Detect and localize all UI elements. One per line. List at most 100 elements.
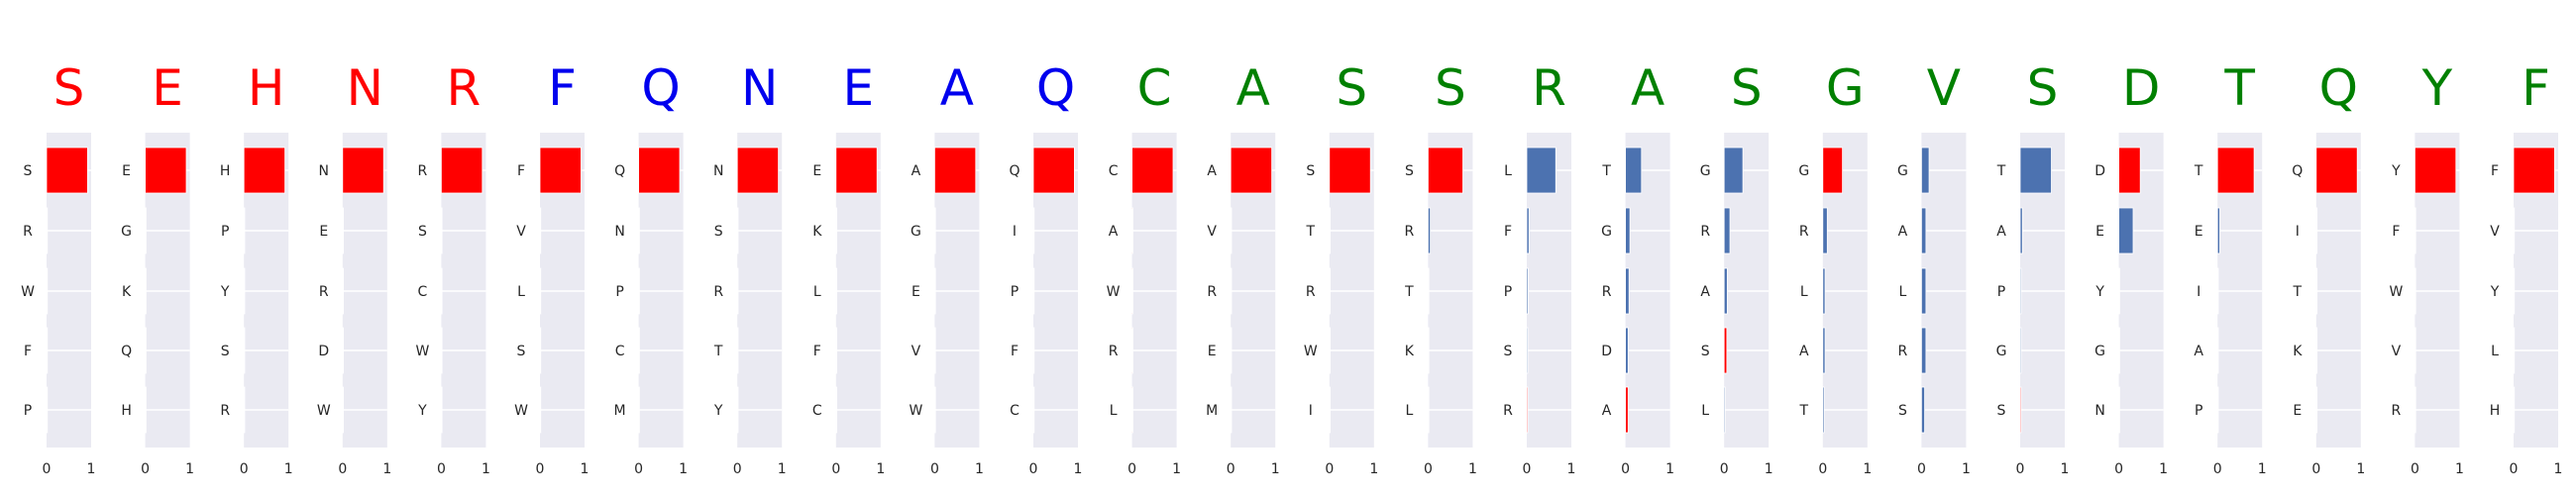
category-label: F [813, 344, 821, 359]
x-tick-label: 1 [1962, 461, 1971, 477]
category-label: F [1011, 344, 1019, 359]
category-label: V [516, 224, 526, 240]
category-label: W [21, 284, 35, 300]
category-label: V [2490, 224, 2500, 240]
x-tick-label: 1 [2455, 461, 2464, 477]
x-tick-label: 1 [482, 461, 490, 477]
category-label: R [220, 403, 230, 419]
bar [145, 207, 147, 254]
category-label: F [1504, 224, 1512, 240]
category-label: Y [220, 284, 230, 300]
category-label: C [418, 284, 428, 300]
category-label: G [1996, 344, 2007, 359]
bar [1032, 386, 1035, 434]
bar [2118, 147, 2141, 194]
category-label: W [514, 403, 528, 419]
x-tick-label: 1 [1567, 461, 1576, 477]
bar [243, 386, 246, 434]
panel-17: G R A S L S 0 1 [1700, 59, 1773, 477]
bar [46, 207, 49, 254]
bar [1921, 147, 1930, 194]
category-label: R [713, 284, 723, 300]
category-label: T [2194, 163, 2203, 179]
category-label: K [2293, 344, 2303, 359]
bar [1723, 207, 1731, 254]
x-tick-label: 0 [634, 461, 643, 477]
x-tick-label: 0 [1818, 461, 1827, 477]
bar [342, 207, 344, 254]
bar [2118, 327, 2120, 374]
bar [638, 147, 681, 194]
category-label: A [1996, 224, 2006, 240]
category-label: E [2195, 224, 2203, 240]
residue-letter: V [1927, 59, 1961, 117]
x-tick-label: 0 [1523, 461, 1532, 477]
bar [1526, 327, 1529, 374]
residue-letter: C [1137, 59, 1172, 117]
residue-letter: T [2223, 59, 2255, 117]
category-label: P [615, 284, 623, 300]
category-label: P [221, 224, 229, 240]
x-tick-label: 0 [1720, 461, 1729, 477]
category-label: S [1504, 344, 1513, 359]
panel-5: F V L S W F 0 1 [514, 59, 589, 477]
bar [2019, 267, 2022, 315]
category-label: P [1997, 284, 2005, 300]
category-label: W [909, 403, 922, 419]
panel-25: F V Y L H F 0 1 [2490, 59, 2563, 477]
category-label: L [1110, 403, 1118, 419]
x-tick-label: 0 [733, 461, 742, 477]
category-label: A [1207, 163, 1217, 179]
bar [145, 386, 147, 434]
category-label: L [1504, 163, 1512, 179]
bar [2216, 386, 2219, 434]
category-label: P [24, 403, 32, 419]
bar [1329, 147, 1371, 194]
panel-13: S T R W I S 0 1 [1304, 59, 1378, 477]
category-label: M [1206, 403, 1218, 419]
category-label: L [1701, 403, 1709, 419]
x-tick-label: 0 [2016, 461, 2025, 477]
residue-letter: H [248, 59, 285, 117]
x-tick-label: 1 [1074, 461, 1083, 477]
bar [2513, 386, 2516, 434]
category-label: H [121, 403, 132, 419]
x-tick-label: 0 [1917, 461, 1926, 477]
bar [1526, 147, 1556, 194]
bar [2513, 207, 2516, 254]
category-label: A [1898, 224, 1908, 240]
x-tick-label: 1 [1765, 461, 1773, 477]
bar [1625, 386, 1629, 434]
bar [243, 267, 246, 315]
category-label: S [517, 344, 526, 359]
x-tick-label: 0 [2311, 461, 2320, 477]
category-label: N [614, 224, 624, 240]
bar [440, 147, 483, 194]
bar [1131, 386, 1133, 434]
category-label: E [122, 163, 131, 179]
bar [46, 327, 49, 374]
x-tick-label: 1 [1468, 461, 1477, 477]
category-label: A [1799, 344, 1809, 359]
category-label: S [24, 163, 33, 179]
bar [145, 147, 187, 194]
x-tick-label: 1 [2356, 461, 2365, 477]
category-label: V [1207, 224, 1217, 240]
category-label: D [1601, 344, 1612, 359]
x-tick-label: 0 [2510, 461, 2519, 477]
category-label: L [517, 284, 525, 300]
x-tick-label: 1 [1271, 461, 1280, 477]
panel-1: E G K Q H E 0 1 [121, 59, 194, 477]
x-tick-label: 0 [2213, 461, 2222, 477]
category-label: Q [121, 344, 132, 359]
category-label: A [1109, 224, 1119, 240]
bar [2216, 327, 2219, 374]
bar [1230, 207, 1233, 254]
panel-8: E K L F C E 0 1 [812, 59, 885, 477]
bar [2118, 386, 2120, 434]
category-label: G [121, 224, 132, 240]
category-label: G [1798, 163, 1809, 179]
x-tick-label: 0 [2114, 461, 2123, 477]
bar [2315, 147, 2358, 194]
